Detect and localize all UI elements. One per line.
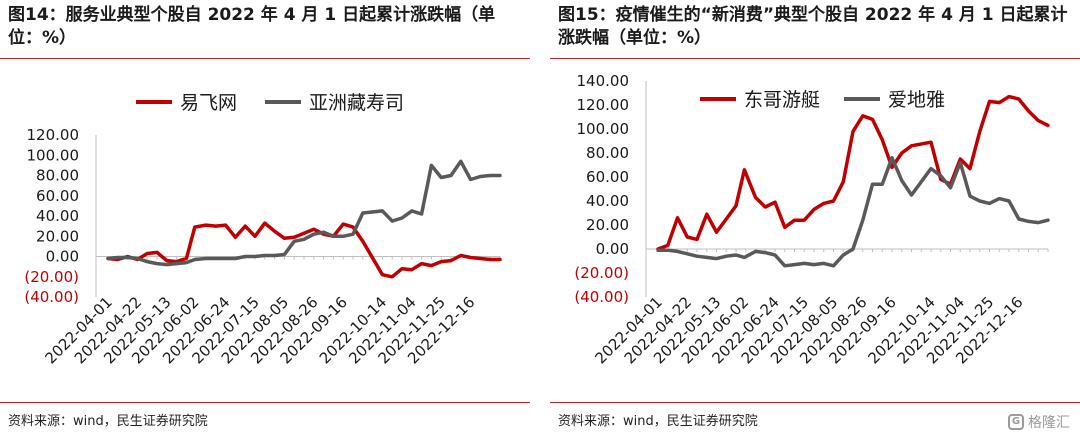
y-tick-label: 60.00 — [36, 187, 79, 205]
legend-label: 东哥游艇 — [744, 89, 820, 111]
y-tick-label: (40.00) — [24, 288, 79, 306]
y-tick-label: 0.00 — [596, 240, 629, 258]
chart-title: 图15：疫情催生的“新消费”典型个股自 2022 年 4 月 1 日起累计涨跌幅… — [558, 5, 1068, 48]
y-tick-label: 0.00 — [46, 248, 79, 266]
y-tick-label: 80.00 — [36, 167, 79, 185]
y-tick-label: (20.00) — [24, 268, 79, 286]
series-line — [656, 94, 1050, 251]
legend-label: 易飞网 — [180, 92, 237, 114]
y-tick-label: 60.00 — [586, 168, 629, 186]
y-tick-label: 120.00 — [577, 96, 630, 114]
chart-panel-right: 图15：疫情催生的“新消费”典型个股自 2022 年 4 月 1 日起累计涨跌幅… — [550, 0, 1080, 440]
source-note: 资料来源：wind，民生证券研究院 — [8, 414, 208, 429]
legend-label: 爱地雅 — [888, 89, 945, 111]
chart-panel-left: 图14：服务业典型个股自 2022 年 4 月 1 日起累计涨跌幅（单位：%） … — [0, 0, 530, 440]
y-tick-label: 140.00 — [577, 72, 630, 90]
y-tick-label: 40.00 — [586, 192, 629, 210]
legend-label: 亚洲藏寿司 — [309, 92, 404, 114]
y-tick-label: 120.00 — [27, 126, 80, 144]
series-line — [106, 159, 502, 267]
line-chart: 120.00 100.00 80.00 60.00 40.00 20.00 0.00 (20.… — [24, 92, 502, 367]
line-chart: 140.00 120.00 100.00 80.00 60.00 40.00 20.00 0.… — [574, 72, 1050, 367]
y-tick-label: 100.00 — [577, 120, 630, 138]
divider-top — [550, 58, 1080, 59]
divider-bottom — [0, 402, 530, 403]
y-tick-label: 20.00 — [586, 216, 629, 234]
y-tick-label: (20.00) — [574, 264, 629, 282]
divider-bottom — [550, 402, 1080, 403]
y-tick-label: 80.00 — [586, 144, 629, 162]
series-line — [656, 156, 1050, 268]
watermark-text: 格隆汇 — [1028, 415, 1070, 431]
source-note: 资料来源：wind，民生证券研究院 — [558, 414, 758, 429]
chart-title: 图14：服务业典型个股自 2022 年 4 月 1 日起累计涨跌幅（单位：%） — [8, 5, 496, 48]
y-tick-label: (40.00) — [574, 288, 629, 306]
y-tick-label: 20.00 — [36, 227, 79, 245]
y-tick-label: 40.00 — [36, 207, 79, 225]
y-tick-label: 100.00 — [27, 146, 80, 164]
watermark: G 格隆汇 — [1008, 412, 1070, 432]
watermark-logo-icon: G — [1008, 414, 1024, 430]
divider-top — [0, 58, 530, 59]
series-line — [106, 221, 502, 279]
